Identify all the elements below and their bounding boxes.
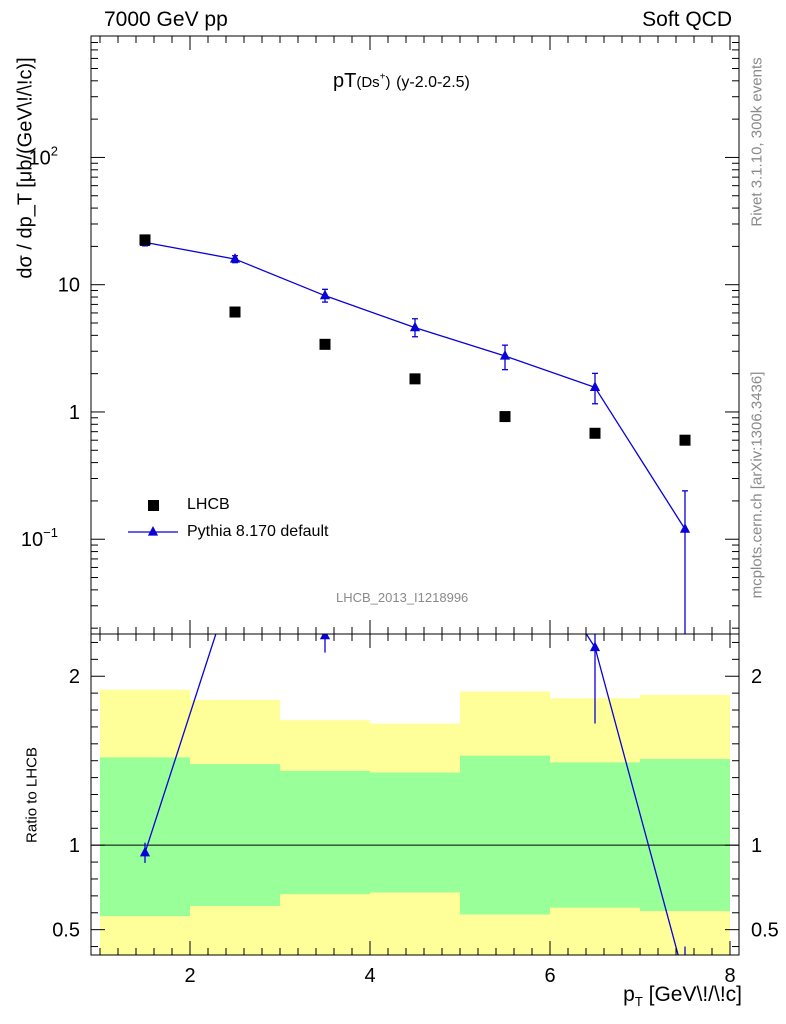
axis-ticks: 2 4 6 8 10−1 1 10 102 0.5 0.5 1 1 2 2 <box>21 35 779 987</box>
source-label: mcplots.cern.ch [arXiv:1306.3436] <box>748 371 766 599</box>
lhcb-point <box>229 306 241 318</box>
y-tick-label: 10−1 <box>21 525 58 551</box>
y-tick-label: 10 <box>58 275 80 297</box>
x-tick-label: 2 <box>184 965 195 987</box>
plot-title-main: pT <box>333 70 357 92</box>
plot-title-range: (y-2.0-2.5) <box>396 74 470 91</box>
analysis-label: LHCB_2013_I1218996 <box>336 590 469 605</box>
ratio-axis-label: Ratio to LHCB <box>23 747 41 843</box>
legend-data-marker <box>148 500 159 511</box>
ratio-mc-point <box>410 569 420 579</box>
ratio-tick-label-right: 0.5 <box>751 920 779 942</box>
legend-mc-label: Pythia 8.170 default <box>187 523 329 540</box>
legend-mc-marker <box>147 526 159 536</box>
mc-point <box>589 381 601 391</box>
lhcb-point <box>499 411 511 423</box>
x-axis-label-main: p <box>623 983 635 1006</box>
main-marks <box>139 234 691 634</box>
x-tick-label: 6 <box>544 965 555 987</box>
mc-point <box>319 289 331 300</box>
legend-data-label: LHCB <box>187 496 230 513</box>
ratio-band-inner <box>100 757 190 917</box>
ratio-tick-label: 1 <box>69 835 80 857</box>
x-axis-label-sub: T <box>634 994 643 1010</box>
rivet-version-label: Rivet 3.1.10, 300k events <box>748 57 766 227</box>
x-tick-label: 8 <box>724 965 735 987</box>
plot-title-particle: (Ds <box>356 74 380 91</box>
y-tick-exponent: 2 <box>51 143 58 158</box>
y-tick-exponent: −1 <box>43 525 58 540</box>
ratio-marks <box>91 501 739 955</box>
mc-point <box>679 523 691 533</box>
mc-line <box>144 241 686 530</box>
ratio-band-inner <box>460 755 550 915</box>
y-tick-label: 102 <box>29 143 58 169</box>
plot-title: pT(Ds+) (y-2.0-2.5) <box>333 70 470 93</box>
ratio-band-inner <box>190 764 280 907</box>
ratio-tick-label: 2 <box>69 666 80 688</box>
x-axis-label: pT [GeV\!/\!c] <box>623 983 742 1009</box>
ratio-mc-point <box>500 501 510 511</box>
ratio-tick-label-right: 2 <box>751 666 762 688</box>
plot-title-charge: + <box>379 71 386 83</box>
lhcb-point <box>679 434 691 446</box>
x-axis-label-unit: [GeV\!/\!c] <box>648 983 742 1006</box>
ratio-tick-label-right: 1 <box>751 835 762 857</box>
header-energy-label: 7000 GeV pp <box>104 8 228 31</box>
ratio-mc-point <box>319 634 331 640</box>
x-tick-label: 4 <box>364 965 375 987</box>
lhcb-point <box>409 373 421 385</box>
mc-point <box>499 350 511 360</box>
mc-point <box>409 321 421 332</box>
ratio-mc-point <box>589 641 601 652</box>
lhcb-point <box>319 338 331 350</box>
legend-marks <box>128 500 178 536</box>
y-axis-label: dσ / dp_T [μb/(GeV\!/\!c)] <box>14 57 37 279</box>
ratio-band-inner <box>280 770 370 895</box>
lhcb-point <box>139 234 151 246</box>
y-tick-label: 1 <box>69 402 80 424</box>
mc-point <box>229 253 241 263</box>
ratio-band-inner <box>550 762 640 908</box>
ratio-uncertainty-bands <box>100 689 730 955</box>
lhcb-point <box>589 427 601 439</box>
ratio-mc-point <box>230 569 240 579</box>
ratio-mc-point <box>139 846 151 857</box>
header-category-label: Soft QCD <box>642 8 732 31</box>
ratio-band-inner <box>370 772 460 893</box>
ratio-tick-label: 0.5 <box>52 920 80 942</box>
plot-title-close: ) <box>385 74 391 91</box>
ratio-band-inner <box>640 759 730 912</box>
